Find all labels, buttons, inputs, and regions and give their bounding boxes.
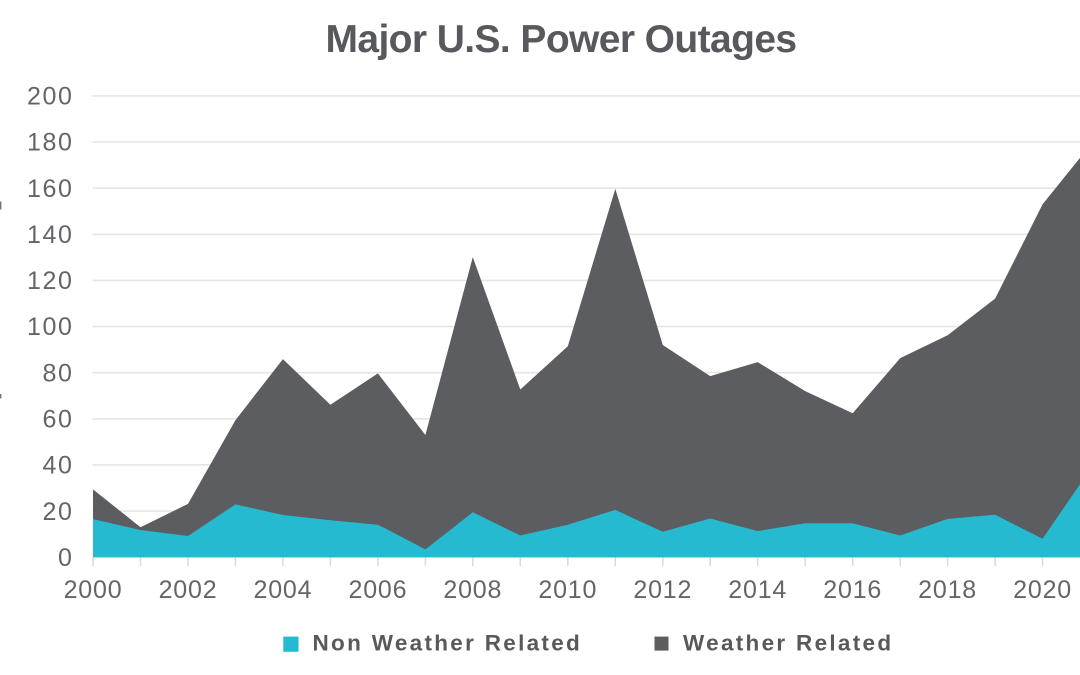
svg-text:60: 60 bbox=[42, 406, 73, 434]
svg-text:100: 100 bbox=[27, 313, 74, 341]
svg-text:2020: 2020 bbox=[1013, 576, 1072, 604]
svg-text:Non Weather Related: Non Weather Related bbox=[313, 631, 583, 656]
svg-text:120: 120 bbox=[27, 267, 74, 295]
svg-text:2010: 2010 bbox=[538, 576, 597, 604]
svg-text:0: 0 bbox=[58, 544, 74, 572]
svg-text:20: 20 bbox=[42, 498, 73, 526]
svg-text:2004: 2004 bbox=[253, 576, 312, 604]
svg-text:2008: 2008 bbox=[443, 576, 502, 604]
svg-text:140: 140 bbox=[27, 221, 74, 249]
svg-text:40: 40 bbox=[42, 452, 73, 480]
svg-text:160: 160 bbox=[27, 175, 74, 203]
svg-text:2002: 2002 bbox=[159, 576, 218, 604]
svg-text:Weather Related: Weather Related bbox=[683, 631, 893, 656]
svg-text:2016: 2016 bbox=[823, 576, 882, 604]
svg-text:180: 180 bbox=[27, 129, 74, 157]
svg-text:80: 80 bbox=[42, 359, 73, 387]
svg-text:2000: 2000 bbox=[64, 576, 123, 604]
svg-text:2018: 2018 bbox=[918, 576, 977, 604]
svg-text:2006: 2006 bbox=[348, 576, 407, 604]
svg-text:Major U.S. Power Outages: Major U.S. Power Outages bbox=[325, 18, 796, 61]
svg-text:2012: 2012 bbox=[633, 576, 692, 604]
svg-text:200: 200 bbox=[27, 83, 74, 111]
svg-text:2014: 2014 bbox=[728, 576, 787, 604]
